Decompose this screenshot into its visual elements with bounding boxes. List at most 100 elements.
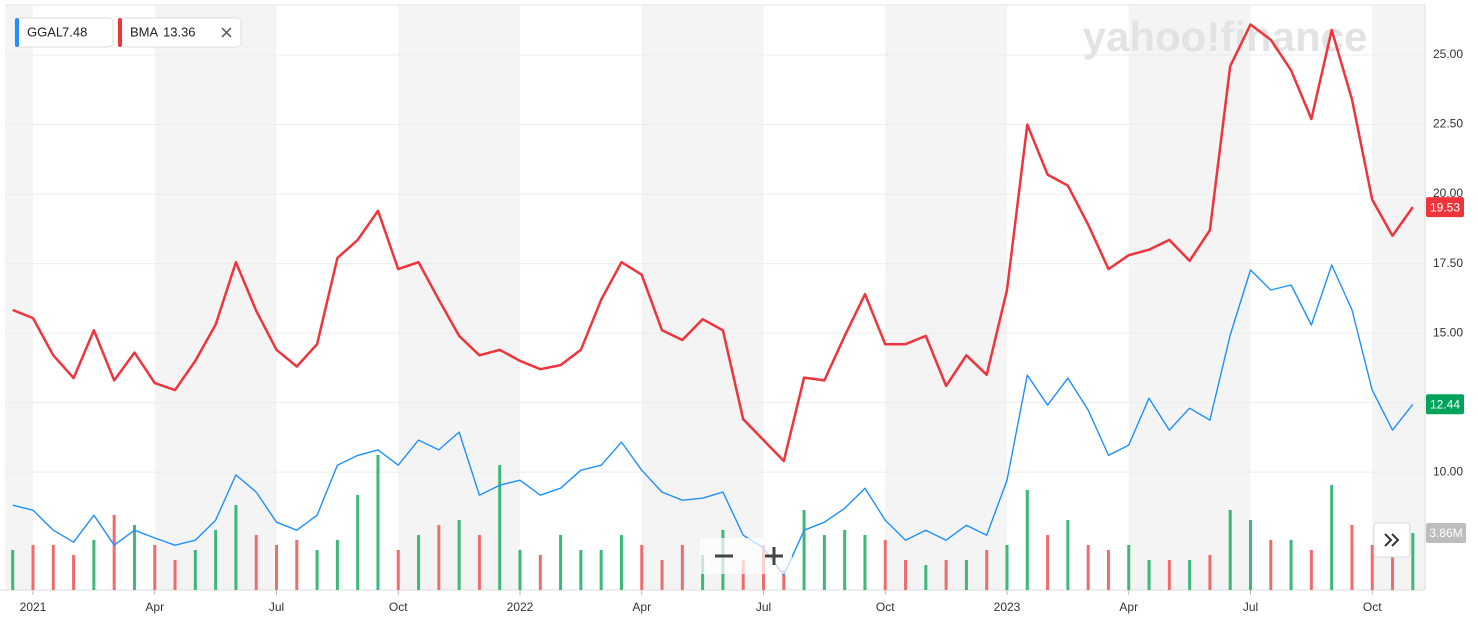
volume-bar — [822, 535, 826, 590]
volume-bar — [72, 554, 76, 590]
volume-bar — [1391, 549, 1395, 590]
y-tick-label: 25.00 — [1433, 47, 1463, 61]
volume-bar — [538, 554, 542, 590]
volume-bar — [1066, 519, 1070, 590]
x-tick-label: Apr — [632, 600, 651, 614]
watermark: yahoo!finance — [1083, 13, 1368, 60]
volume-bar — [31, 544, 35, 590]
volume-bar — [741, 560, 745, 590]
y-tick-label: 15.00 — [1433, 325, 1463, 339]
volume-bar — [640, 544, 644, 590]
volume-bar — [173, 560, 177, 590]
volume-bar — [295, 539, 299, 590]
volume-bar — [1411, 532, 1415, 590]
y-tick-label: 10.00 — [1433, 464, 1463, 478]
volume-bar — [234, 505, 238, 590]
volume-bar — [1046, 535, 1050, 590]
volume-bar — [112, 514, 116, 590]
shade — [5, 5, 34, 590]
x-tick-label: Jul — [1243, 600, 1258, 614]
price-tag — [1426, 197, 1464, 218]
volume-bar — [1025, 489, 1029, 590]
volume-bar — [193, 549, 197, 590]
volume-bar — [396, 549, 400, 590]
x-tick-label: Oct — [1363, 600, 1382, 614]
zoom-control — [700, 538, 792, 574]
x-tick-label: Jul — [756, 600, 771, 614]
x-tick-label: Oct — [389, 600, 408, 614]
volume-bar — [518, 549, 522, 590]
x-tick-label: 2022 — [507, 600, 534, 614]
volume-bar — [437, 525, 441, 590]
volume-bar — [1370, 544, 1374, 590]
volume-bar — [1188, 560, 1192, 590]
shade — [1372, 5, 1425, 590]
price-tag-label: 19.53 — [1430, 200, 1460, 214]
volume-bar — [904, 560, 908, 590]
x-tick-label: 2021 — [20, 600, 47, 614]
shade — [154, 5, 277, 590]
legend-chip[interactable]: BMA 13.36 — [117, 17, 242, 48]
volume-bar — [924, 565, 928, 590]
price-tag-label: 12.44 — [1430, 397, 1460, 411]
volume-bar — [275, 544, 279, 590]
volume-bar — [11, 549, 15, 590]
shade — [885, 5, 1007, 590]
volume-bar — [1086, 544, 1090, 590]
volume-bar — [51, 544, 55, 590]
shade — [641, 5, 764, 590]
volume-bar — [1248, 519, 1252, 590]
volume-bar — [356, 495, 360, 590]
background — [0, 4, 1426, 591]
volume-bar — [1228, 509, 1232, 590]
volume-bar — [964, 560, 968, 590]
legend-name: BMA — [130, 24, 159, 39]
volume-bar — [660, 560, 664, 590]
y-tick-label: 17.50 — [1433, 256, 1463, 270]
volume-bar — [1005, 544, 1009, 590]
volume-bar — [1127, 544, 1131, 590]
volume-bar — [619, 535, 623, 590]
volume-bar — [802, 509, 806, 590]
shade — [398, 5, 520, 590]
y-tick-label: 20.00 — [1433, 186, 1463, 200]
shade — [1128, 5, 1251, 590]
y-tick-label: 22.50 — [1433, 117, 1463, 131]
volume-bar — [477, 535, 481, 590]
volume-bar — [1309, 549, 1313, 590]
line-series — [12, 23, 1414, 463]
volume-bar — [559, 535, 563, 590]
legend-remove[interactable] — [221, 27, 232, 38]
volume-bar — [863, 535, 867, 590]
price-tag — [1426, 394, 1464, 415]
volume-bar — [132, 525, 136, 590]
volume-bar — [1147, 560, 1151, 590]
volume-bar — [782, 570, 786, 590]
volume-bar — [843, 530, 847, 590]
volume-bar — [944, 560, 948, 590]
volume-bar — [1106, 549, 1110, 590]
volume-bar — [417, 535, 421, 590]
x-tick-label: Apr — [1119, 600, 1138, 614]
volume-bar — [376, 454, 380, 590]
expand-icon — [1384, 533, 1400, 547]
volume-bar — [1350, 525, 1354, 590]
volume-bar — [498, 465, 502, 590]
volume-bar — [254, 535, 258, 590]
x-tick-label: Apr — [145, 600, 164, 614]
x-tick-label: 2023 — [994, 600, 1021, 614]
x-tick-label: Jul — [269, 600, 284, 614]
line-series — [12, 264, 1414, 576]
volume-tag-label: 3.86M — [1429, 526, 1462, 540]
volume-bar — [985, 549, 989, 590]
volume-bar — [1269, 539, 1273, 590]
volume-bar — [579, 549, 583, 590]
legend-value: 13.36 — [163, 24, 196, 39]
volume-bar — [457, 519, 461, 590]
volume-bar — [1208, 554, 1212, 590]
legend-name: GGAL — [27, 24, 63, 39]
volume-tag — [1426, 522, 1466, 543]
